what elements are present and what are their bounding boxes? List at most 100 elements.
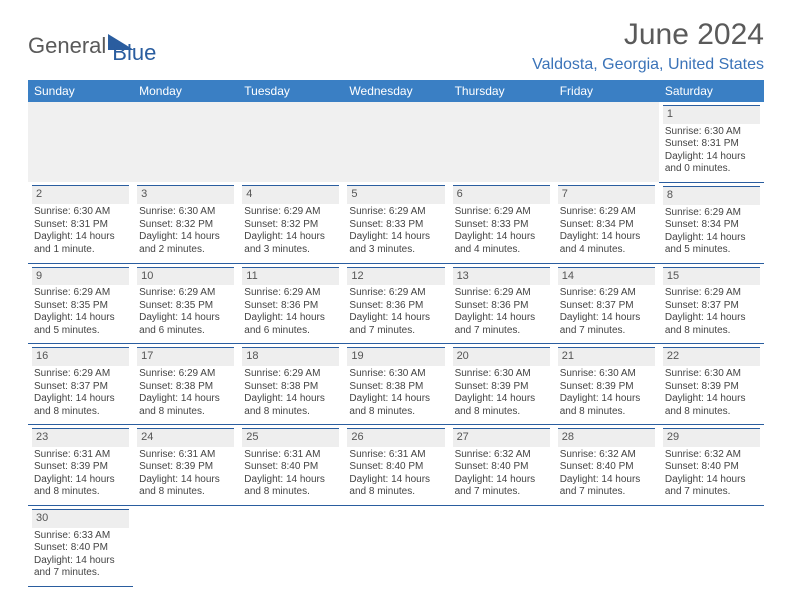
day-number: 1 — [663, 105, 760, 124]
day-cell: 26Sunrise: 6:31 AMSunset: 8:40 PMDayligh… — [343, 425, 448, 506]
day-number: 29 — [663, 428, 760, 447]
day-line: and 8 minutes. — [665, 406, 758, 419]
week-row: 16Sunrise: 6:29 AMSunset: 8:37 PMDayligh… — [28, 344, 764, 425]
day-cell: 15Sunrise: 6:29 AMSunset: 8:37 PMDayligh… — [659, 263, 764, 344]
day-line: Sunrise: 6:30 AM — [455, 368, 548, 381]
day-line: Daylight: 14 hours — [665, 312, 758, 325]
day-cell — [554, 505, 659, 586]
day-cell — [659, 505, 764, 586]
day-number: 10 — [137, 267, 234, 286]
logo: General Blue — [28, 26, 156, 66]
day-line: Sunset: 8:39 PM — [560, 381, 653, 394]
day-cell — [449, 505, 554, 586]
day-cell — [238, 505, 343, 586]
day-number: 9 — [32, 267, 129, 286]
day-details: Sunrise: 6:29 AMSunset: 8:37 PMDaylight:… — [558, 285, 655, 337]
day-line: Daylight: 14 hours — [139, 231, 232, 244]
day-line: Daylight: 14 hours — [349, 393, 442, 406]
day-number: 25 — [242, 428, 339, 447]
col-thursday: Thursday — [449, 80, 554, 102]
day-line: Sunrise: 6:31 AM — [34, 449, 127, 462]
week-row: 1Sunrise: 6:30 AMSunset: 8:31 PMDaylight… — [28, 102, 764, 182]
day-line: Sunrise: 6:31 AM — [139, 449, 232, 462]
day-line: Sunset: 8:36 PM — [349, 300, 442, 313]
day-details: Sunrise: 6:29 AMSunset: 8:37 PMDaylight:… — [663, 285, 760, 337]
day-line: Sunset: 8:40 PM — [560, 461, 653, 474]
day-line: Daylight: 14 hours — [560, 312, 653, 325]
day-cell: 8Sunrise: 6:29 AMSunset: 8:34 PMDaylight… — [659, 182, 764, 263]
day-line: Sunset: 8:38 PM — [244, 381, 337, 394]
day-details: Sunrise: 6:30 AMSunset: 8:32 PMDaylight:… — [137, 204, 234, 256]
day-line: Sunset: 8:39 PM — [139, 461, 232, 474]
day-number: 22 — [663, 347, 760, 366]
day-line: and 8 minutes. — [34, 406, 127, 419]
day-cell: 22Sunrise: 6:30 AMSunset: 8:39 PMDayligh… — [659, 344, 764, 425]
day-cell: 14Sunrise: 6:29 AMSunset: 8:37 PMDayligh… — [554, 263, 659, 344]
day-details: Sunrise: 6:29 AMSunset: 8:35 PMDaylight:… — [137, 285, 234, 337]
day-line: Sunset: 8:32 PM — [139, 219, 232, 232]
day-line: Sunrise: 6:29 AM — [560, 206, 653, 219]
day-cell: 27Sunrise: 6:32 AMSunset: 8:40 PMDayligh… — [449, 425, 554, 506]
day-cell: 16Sunrise: 6:29 AMSunset: 8:37 PMDayligh… — [28, 344, 133, 425]
day-cell: 18Sunrise: 6:29 AMSunset: 8:38 PMDayligh… — [238, 344, 343, 425]
day-cell: 7Sunrise: 6:29 AMSunset: 8:34 PMDaylight… — [554, 182, 659, 263]
day-cell — [133, 102, 238, 182]
day-line: and 8 minutes. — [560, 406, 653, 419]
col-tuesday: Tuesday — [238, 80, 343, 102]
day-line: and 6 minutes. — [139, 325, 232, 338]
day-line: and 3 minutes. — [244, 244, 337, 257]
logo-text-blue: Blue — [112, 40, 156, 66]
day-line: Daylight: 14 hours — [349, 312, 442, 325]
day-number: 13 — [453, 267, 550, 286]
day-cell: 19Sunrise: 6:30 AMSunset: 8:38 PMDayligh… — [343, 344, 448, 425]
day-details: Sunrise: 6:30 AMSunset: 8:39 PMDaylight:… — [663, 366, 760, 418]
day-line: Sunrise: 6:31 AM — [349, 449, 442, 462]
day-line: Sunrise: 6:29 AM — [139, 368, 232, 381]
day-line: Daylight: 14 hours — [349, 474, 442, 487]
day-line: and 4 minutes. — [455, 244, 548, 257]
day-line: Sunrise: 6:32 AM — [455, 449, 548, 462]
day-number: 18 — [242, 347, 339, 366]
day-number: 27 — [453, 428, 550, 447]
day-number: 30 — [32, 509, 129, 528]
day-line: Sunrise: 6:30 AM — [139, 206, 232, 219]
day-line: Sunrise: 6:31 AM — [244, 449, 337, 462]
day-details: Sunrise: 6:29 AMSunset: 8:33 PMDaylight:… — [347, 204, 444, 256]
day-line: Sunrise: 6:29 AM — [455, 287, 548, 300]
day-line: Sunrise: 6:29 AM — [139, 287, 232, 300]
day-line: Sunset: 8:34 PM — [665, 219, 758, 232]
day-line: Daylight: 14 hours — [244, 231, 337, 244]
day-details: Sunrise: 6:29 AMSunset: 8:32 PMDaylight:… — [242, 204, 339, 256]
day-line: and 7 minutes. — [560, 325, 653, 338]
day-line: Sunset: 8:39 PM — [34, 461, 127, 474]
day-line: and 8 minutes. — [349, 406, 442, 419]
day-line: Sunset: 8:39 PM — [455, 381, 548, 394]
day-line: Sunrise: 6:30 AM — [665, 126, 758, 139]
day-line: Daylight: 14 hours — [665, 151, 758, 164]
day-line: Daylight: 14 hours — [560, 474, 653, 487]
day-line: Sunrise: 6:29 AM — [244, 287, 337, 300]
day-line: Daylight: 14 hours — [34, 312, 127, 325]
day-line: Daylight: 14 hours — [244, 474, 337, 487]
day-number: 5 — [347, 185, 444, 204]
day-line: and 7 minutes. — [665, 486, 758, 499]
day-line: Sunset: 8:33 PM — [349, 219, 442, 232]
day-details: Sunrise: 6:32 AMSunset: 8:40 PMDaylight:… — [558, 447, 655, 499]
day-number: 14 — [558, 267, 655, 286]
day-details: Sunrise: 6:30 AMSunset: 8:39 PMDaylight:… — [558, 366, 655, 418]
day-line: Daylight: 14 hours — [139, 474, 232, 487]
day-line: Sunrise: 6:29 AM — [560, 287, 653, 300]
day-line: Sunset: 8:39 PM — [665, 381, 758, 394]
day-line: and 5 minutes. — [665, 244, 758, 257]
day-number: 16 — [32, 347, 129, 366]
day-line: Sunset: 8:35 PM — [34, 300, 127, 313]
day-line: and 8 minutes. — [349, 486, 442, 499]
day-line: and 7 minutes. — [560, 486, 653, 499]
col-saturday: Saturday — [659, 80, 764, 102]
day-line: and 6 minutes. — [244, 325, 337, 338]
day-number: 20 — [453, 347, 550, 366]
day-line: Daylight: 14 hours — [455, 393, 548, 406]
day-cell: 11Sunrise: 6:29 AMSunset: 8:36 PMDayligh… — [238, 263, 343, 344]
day-details: Sunrise: 6:29 AMSunset: 8:38 PMDaylight:… — [242, 366, 339, 418]
day-line: and 0 minutes. — [665, 163, 758, 176]
